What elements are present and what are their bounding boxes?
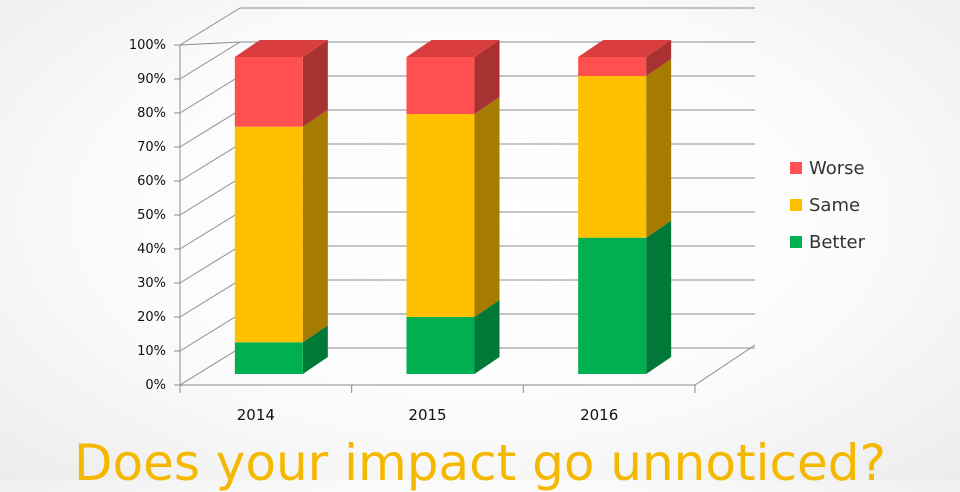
y-tick-label: 100%	[129, 38, 166, 53]
slide-caption: Does your impact go unnoticed?	[74, 434, 886, 492]
x-axis-category-labels: 2014 2015 2016	[237, 406, 619, 424]
y-tick-label: 70%	[137, 140, 166, 155]
y-axis-tick-labels: 0% 10% 20% 30% 40% 50% 60% 70% 80% 90% 100%	[129, 38, 180, 393]
y-tick-label: 40%	[137, 242, 166, 257]
bar-segment-worse-2014	[234, 40, 328, 127]
bar-front-face	[578, 237, 647, 374]
bar-segment-same-2016	[578, 59, 672, 238]
bar-side-face	[646, 59, 672, 238]
bar-side-face	[646, 40, 672, 77]
x-category-label: 2016	[580, 406, 618, 424]
y-tick-label: 20%	[137, 310, 166, 325]
bar-segment-better-2014	[234, 325, 328, 374]
bar-front-face	[578, 76, 647, 238]
bar-front-face	[406, 316, 475, 374]
x-category-label: 2015	[408, 406, 446, 424]
bar-side-face	[302, 40, 328, 127]
y-tick-label: 30%	[137, 276, 166, 291]
bar-front-face	[234, 126, 303, 343]
bar-front-face	[578, 57, 647, 77]
legend-swatch-same	[790, 199, 802, 211]
bar-segment-better-2016	[578, 220, 672, 374]
bar-front-face	[234, 57, 303, 127]
bar-side-face	[646, 220, 672, 374]
bars	[234, 40, 672, 374]
y-tick-label: 90%	[137, 72, 166, 87]
legend: Worse Same Better	[790, 158, 866, 253]
gridline	[179, 41, 755, 80]
x-category-label: 2014	[237, 406, 275, 424]
bar-front-face	[234, 342, 303, 374]
bar-front-face	[406, 114, 475, 317]
bar-segment-worse-2016	[578, 40, 672, 77]
bar-top-face	[234, 40, 328, 57]
bar-front-face	[406, 57, 475, 115]
left-wall-edge	[179, 41, 241, 385]
bar-segment-same-2014	[234, 109, 328, 343]
y-tick-label: 50%	[137, 208, 166, 223]
legend-swatch-worse	[790, 162, 802, 174]
bar-top-face	[406, 40, 500, 57]
y-tick-label: 10%	[137, 344, 166, 359]
bar-side-face	[474, 40, 500, 115]
stacked-bar-chart: 0%10%20%30%40%50%60%70%80%90%100% 2014 20…	[129, 7, 866, 424]
bar-segment-better-2015	[406, 299, 500, 374]
legend-label-same: Same	[809, 195, 860, 216]
y-tick-label: 0%	[145, 378, 166, 393]
legend-swatch-better	[790, 236, 802, 248]
legend-label-better: Better	[809, 232, 866, 253]
gridline	[179, 7, 755, 46]
bar-side-face	[474, 97, 500, 317]
bar-side-face	[474, 299, 500, 374]
legend-label-worse: Worse	[809, 158, 865, 179]
bar-side-face	[302, 109, 328, 343]
y-tick-label: 80%	[137, 106, 166, 121]
bar-segment-same-2015	[406, 97, 500, 317]
bar-top-face	[578, 40, 672, 57]
bar-segment-worse-2015	[406, 40, 500, 115]
bar-side-face	[302, 325, 328, 374]
y-tick-label: 60%	[137, 174, 166, 189]
